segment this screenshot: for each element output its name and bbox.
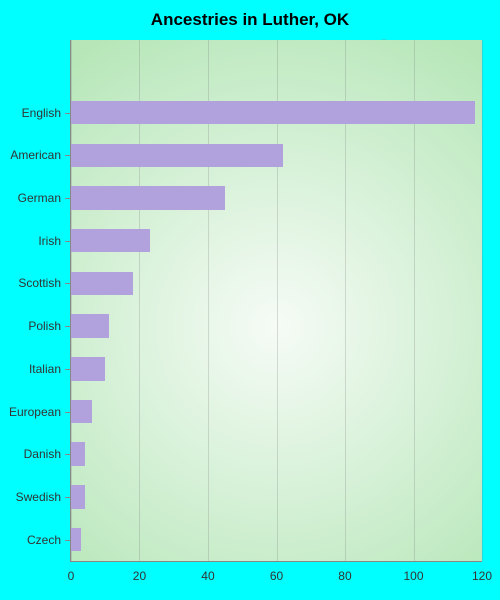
x-tick-label: 40 [201, 569, 214, 583]
y-category-label: Irish [38, 234, 61, 248]
chart-plot-area: 020406080100120EnglishAmericanGermanIris… [70, 40, 482, 562]
x-tick-label: 60 [270, 569, 283, 583]
bar [71, 485, 85, 508]
bar [71, 400, 92, 423]
y-category-label: American [10, 148, 61, 162]
bar [71, 272, 133, 295]
chart-title: Ancestries in Luther, OK [0, 10, 500, 30]
bar [71, 144, 283, 167]
page-background: Ancestries in Luther, OK City-Data.com 0… [0, 0, 500, 600]
y-category-label: European [9, 405, 61, 419]
bar [71, 101, 475, 124]
x-gridline [482, 40, 483, 561]
x-tick-label: 100 [403, 569, 423, 583]
plot-background: 020406080100120EnglishAmericanGermanIris… [70, 40, 482, 562]
bar [71, 314, 109, 337]
bar [71, 229, 150, 252]
bar [71, 186, 225, 209]
y-category-label: Czech [27, 533, 61, 547]
bar [71, 528, 81, 551]
x-tick-label: 80 [338, 569, 351, 583]
y-category-label: Swedish [16, 490, 61, 504]
x-tick-label: 120 [472, 569, 492, 583]
bar [71, 357, 105, 380]
x-tick-label: 20 [133, 569, 146, 583]
y-category-label: Scottish [18, 276, 61, 290]
bar [71, 442, 85, 465]
y-category-label: Italian [29, 362, 61, 376]
x-tick-label: 0 [68, 569, 75, 583]
y-category-label: Polish [28, 319, 61, 333]
y-category-label: English [22, 106, 61, 120]
y-category-label: Danish [24, 447, 61, 461]
y-category-label: German [18, 191, 61, 205]
